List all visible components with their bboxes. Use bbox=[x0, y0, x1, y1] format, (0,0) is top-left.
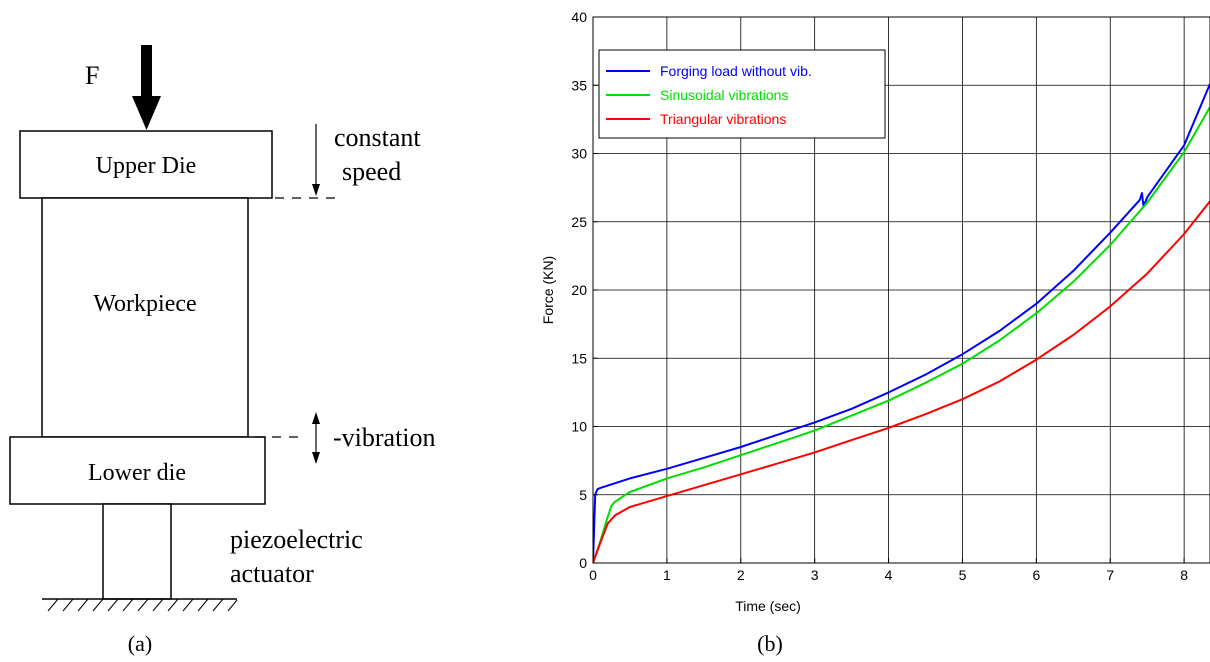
y-tick-label: 0 bbox=[579, 555, 587, 571]
legend: Forging load without vib. Sinusoidal vibr… bbox=[598, 49, 886, 139]
y-tick-label: 5 bbox=[579, 487, 587, 503]
panel-b-caption: (b) bbox=[757, 631, 783, 656]
y-tick-label: 25 bbox=[571, 214, 587, 230]
y-tick-label: 15 bbox=[571, 350, 587, 366]
y-tick-label: 30 bbox=[571, 146, 587, 162]
panel-a-caption: (a) bbox=[128, 631, 152, 656]
legend-label-2: Sinusoidal vibrations bbox=[660, 87, 788, 103]
lower-die bbox=[9, 436, 266, 505]
panel-b-chart: 0 1 2 3 4 5 6 7 8 0 5 10 15 20 25 30 35 40 Time (sec) For… bbox=[540, 9, 1210, 656]
x-tick-label: 2 bbox=[737, 567, 745, 583]
legend-label-3: Triangular vibrations bbox=[660, 111, 786, 127]
constant-speed-label-line2: speed bbox=[342, 157, 401, 186]
y-axis-label: Force (KN) bbox=[540, 256, 556, 324]
workpiece bbox=[41, 197, 249, 438]
lower-die-label: Lower die bbox=[88, 460, 186, 486]
x-tick-label: 6 bbox=[1032, 567, 1040, 583]
upper-die-label: Upper Die bbox=[96, 153, 197, 179]
piezoelectric-actuator bbox=[102, 503, 172, 600]
grid bbox=[593, 17, 1210, 563]
actuator-label-line1: piezoelectric bbox=[230, 525, 363, 554]
axis-ticks: 0 1 2 3 4 5 6 7 8 0 5 10 15 20 25 30 35 40 bbox=[571, 9, 1188, 583]
y-tick-label: 20 bbox=[571, 282, 587, 298]
series-group bbox=[593, 83, 1210, 563]
series-line-2 bbox=[593, 106, 1210, 563]
x-tick-label: 0 bbox=[589, 567, 597, 583]
vibration-label: -vibration bbox=[333, 423, 436, 452]
constant-speed-label-line1: constant bbox=[334, 123, 421, 152]
x-tick-label: 1 bbox=[663, 567, 671, 583]
y-tick-label: 10 bbox=[571, 419, 587, 435]
x-tick-label: 8 bbox=[1180, 567, 1188, 583]
x-tick-label: 3 bbox=[811, 567, 819, 583]
x-tick-label: 4 bbox=[885, 567, 893, 583]
upper-die bbox=[19, 130, 273, 199]
vibration-arrow-icon bbox=[312, 412, 320, 464]
force-arrow-icon bbox=[132, 45, 161, 130]
workpiece-label: Workpiece bbox=[93, 291, 196, 317]
series-line-3 bbox=[593, 200, 1210, 563]
x-tick-label: 5 bbox=[959, 567, 967, 583]
legend-label-1: Forging load without vib. bbox=[660, 63, 812, 79]
ground-hatch-icon bbox=[42, 598, 238, 612]
x-tick-label: 7 bbox=[1106, 567, 1114, 583]
force-label: F bbox=[85, 61, 99, 90]
constant-speed-arrow-icon bbox=[312, 124, 320, 196]
y-tick-label: 40 bbox=[571, 9, 587, 25]
x-axis-label: Time (sec) bbox=[735, 598, 801, 614]
y-tick-label: 35 bbox=[571, 77, 587, 93]
series-line-1 bbox=[593, 83, 1210, 563]
panel-a-schematic: F Upper Die Workpiece Lower die bbox=[9, 45, 436, 656]
actuator-label-line2: actuator bbox=[230, 559, 314, 588]
